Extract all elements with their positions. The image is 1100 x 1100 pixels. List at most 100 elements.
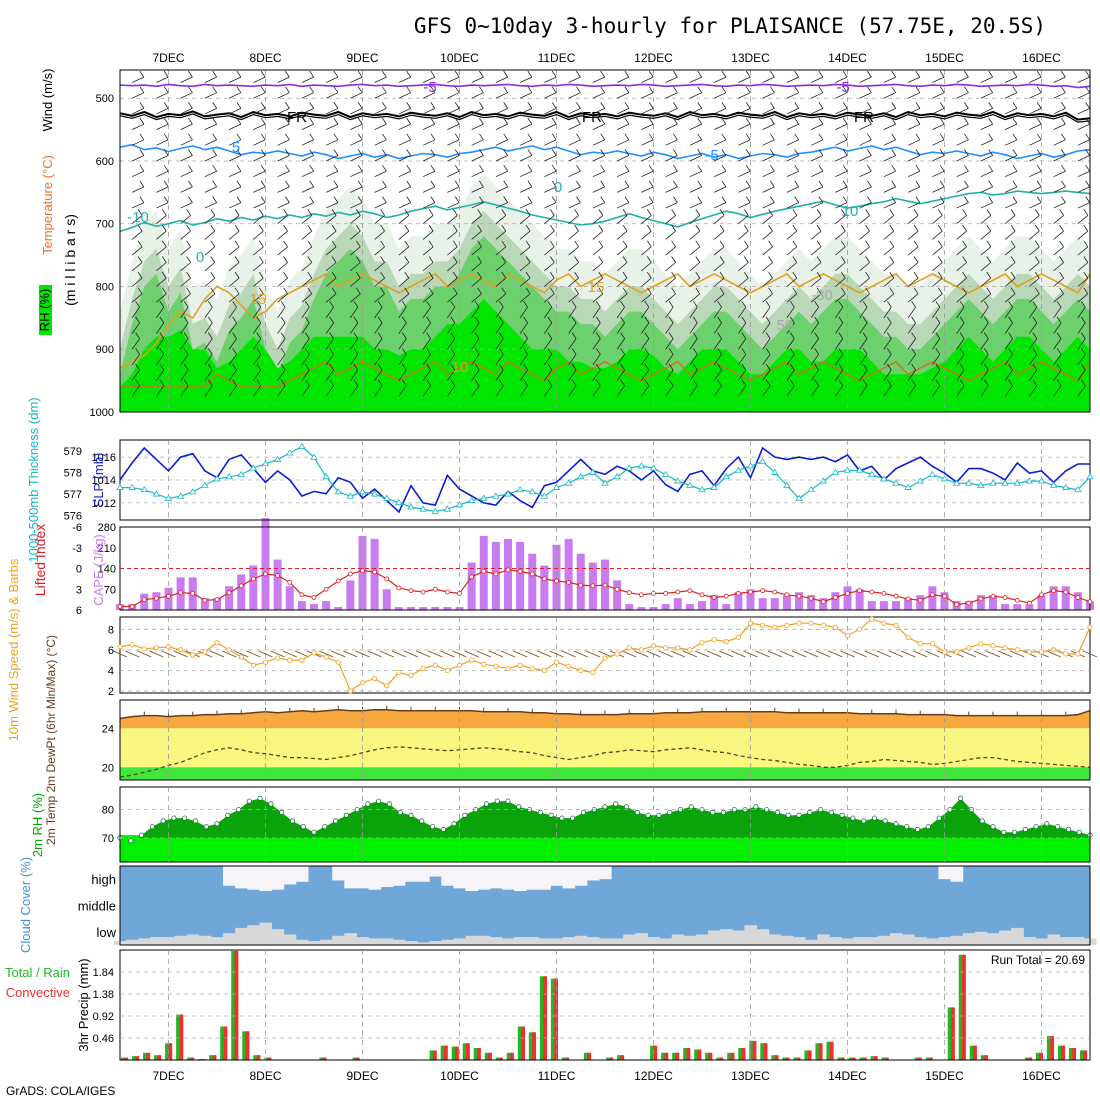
wind-barb-flag: [258, 287, 264, 295]
wind-barb: [932, 354, 941, 366]
wind-barb: [398, 338, 407, 350]
wind-barb-flag: [697, 133, 703, 141]
thickness-tick: 576: [64, 511, 82, 523]
high-cloud-bar: [453, 866, 467, 889]
wind-barb-flag: [765, 300, 771, 308]
wind-barb: [835, 262, 846, 272]
wind-barb: [641, 139, 654, 146]
wind-barb: [228, 277, 240, 287]
wind-barb-flag: [1056, 300, 1062, 308]
wind-barb: [859, 186, 872, 193]
wind-speed-point: [420, 665, 426, 671]
wind-barb: [641, 293, 652, 303]
date-label-bottom: 9DEC: [346, 1069, 378, 1083]
thickness-point: [795, 494, 803, 501]
surface-wind-barb: [670, 650, 685, 658]
wind-barb: [907, 76, 921, 83]
wind-barb-flag: [186, 224, 191, 232]
wind-barb: [156, 76, 169, 83]
wind-barb: [786, 385, 795, 397]
rh-legend-swatch: [39, 285, 52, 335]
precip-conv-bar: [466, 1043, 470, 1060]
wind-barb-flag: [1012, 102, 1018, 109]
precip-total-bar: [771, 1055, 778, 1060]
wind-barb: [956, 262, 967, 272]
wind-barb: [447, 123, 460, 130]
wind-barb-flag: [1061, 133, 1066, 141]
surface-wind-barb: [500, 650, 516, 658]
cape-bar: [867, 601, 876, 610]
wind-barb: [592, 322, 601, 334]
wind-barb: [180, 92, 193, 99]
wind-barb: [883, 202, 896, 209]
rh2-point: [828, 809, 834, 816]
wind-barb-flag: [477, 271, 482, 279]
wind-barb-flag: [792, 256, 798, 263]
wind-barb: [835, 186, 848, 193]
wind-barb: [786, 293, 798, 303]
date-label-bottom: 16DEC: [1022, 1069, 1061, 1083]
wind-barb-flag: [450, 363, 456, 371]
wind-barb: [277, 170, 290, 178]
wind-barb: [277, 354, 286, 366]
wind-barb: [422, 215, 434, 225]
wind-barb: [689, 155, 702, 162]
surface-wind-barb: [525, 650, 540, 658]
cape-bar: [879, 601, 888, 610]
line-layer: [112, 69, 1098, 1061]
wind-barb-flag: [1061, 180, 1066, 188]
wind-barb-flag: [331, 209, 337, 216]
wind-barb: [907, 246, 919, 256]
wind-barb: [980, 108, 993, 115]
wind-barb: [932, 170, 945, 178]
wind-barb-flag: [818, 180, 824, 188]
wind-barb: [762, 246, 773, 256]
wind-barb: [374, 186, 387, 193]
wind-barb-flag: [1034, 240, 1040, 248]
wind-barb-flag: [355, 271, 361, 279]
precip-conv-bar: [212, 1055, 217, 1060]
li-point: [505, 567, 511, 573]
wind-barb-flag: [692, 363, 698, 371]
wind-barb-flag: [1059, 209, 1064, 216]
wind-barb-flag: [889, 287, 895, 295]
wind-barb: [932, 262, 943, 272]
rh2-point: [343, 812, 349, 818]
wind-barb-flag: [595, 363, 601, 371]
wind-barb-flag: [816, 209, 822, 216]
wind-barb-flag: [719, 209, 725, 216]
wind-barb-flag: [547, 379, 553, 386]
wind-barb: [447, 293, 458, 303]
wind-barb: [1004, 123, 1018, 130]
surface-wind-barb: [622, 650, 637, 658]
precip-conv-bar: [686, 1048, 691, 1060]
precip-conv-bar: [510, 1052, 514, 1060]
wind-barb-flag: [962, 256, 967, 263]
precip-total-bar: [495, 1057, 502, 1060]
wind-barb: [325, 170, 339, 178]
wind-barb-flag: [1032, 316, 1038, 324]
wind-barb: [471, 354, 480, 366]
wind-barb: [325, 246, 337, 256]
wind-barb: [883, 262, 895, 272]
wind-barb: [568, 170, 581, 178]
wind-barb-flag: [911, 332, 916, 339]
wind-barb-flag: [697, 117, 703, 125]
wind-barb-flag: [646, 224, 652, 232]
wind-barb-flag: [523, 348, 528, 355]
precip-conv-bar: [223, 1026, 228, 1060]
wind-barb: [980, 354, 989, 366]
wind-barb-flag: [333, 180, 339, 188]
thickness-point: [989, 479, 997, 486]
wind-barb: [956, 322, 965, 334]
wind-barb: [519, 202, 533, 209]
rh2-point: [882, 818, 888, 824]
wind-barb-flag: [163, 133, 169, 141]
wind-speed-point: [626, 645, 632, 651]
isotherm--10: [119, 190, 1091, 233]
wind-barb: [835, 277, 846, 287]
slp-tick: 1012: [92, 498, 116, 510]
li-point: [820, 599, 826, 605]
wind-barb-flag: [1036, 117, 1042, 125]
wind-barb-flag: [503, 70, 509, 78]
